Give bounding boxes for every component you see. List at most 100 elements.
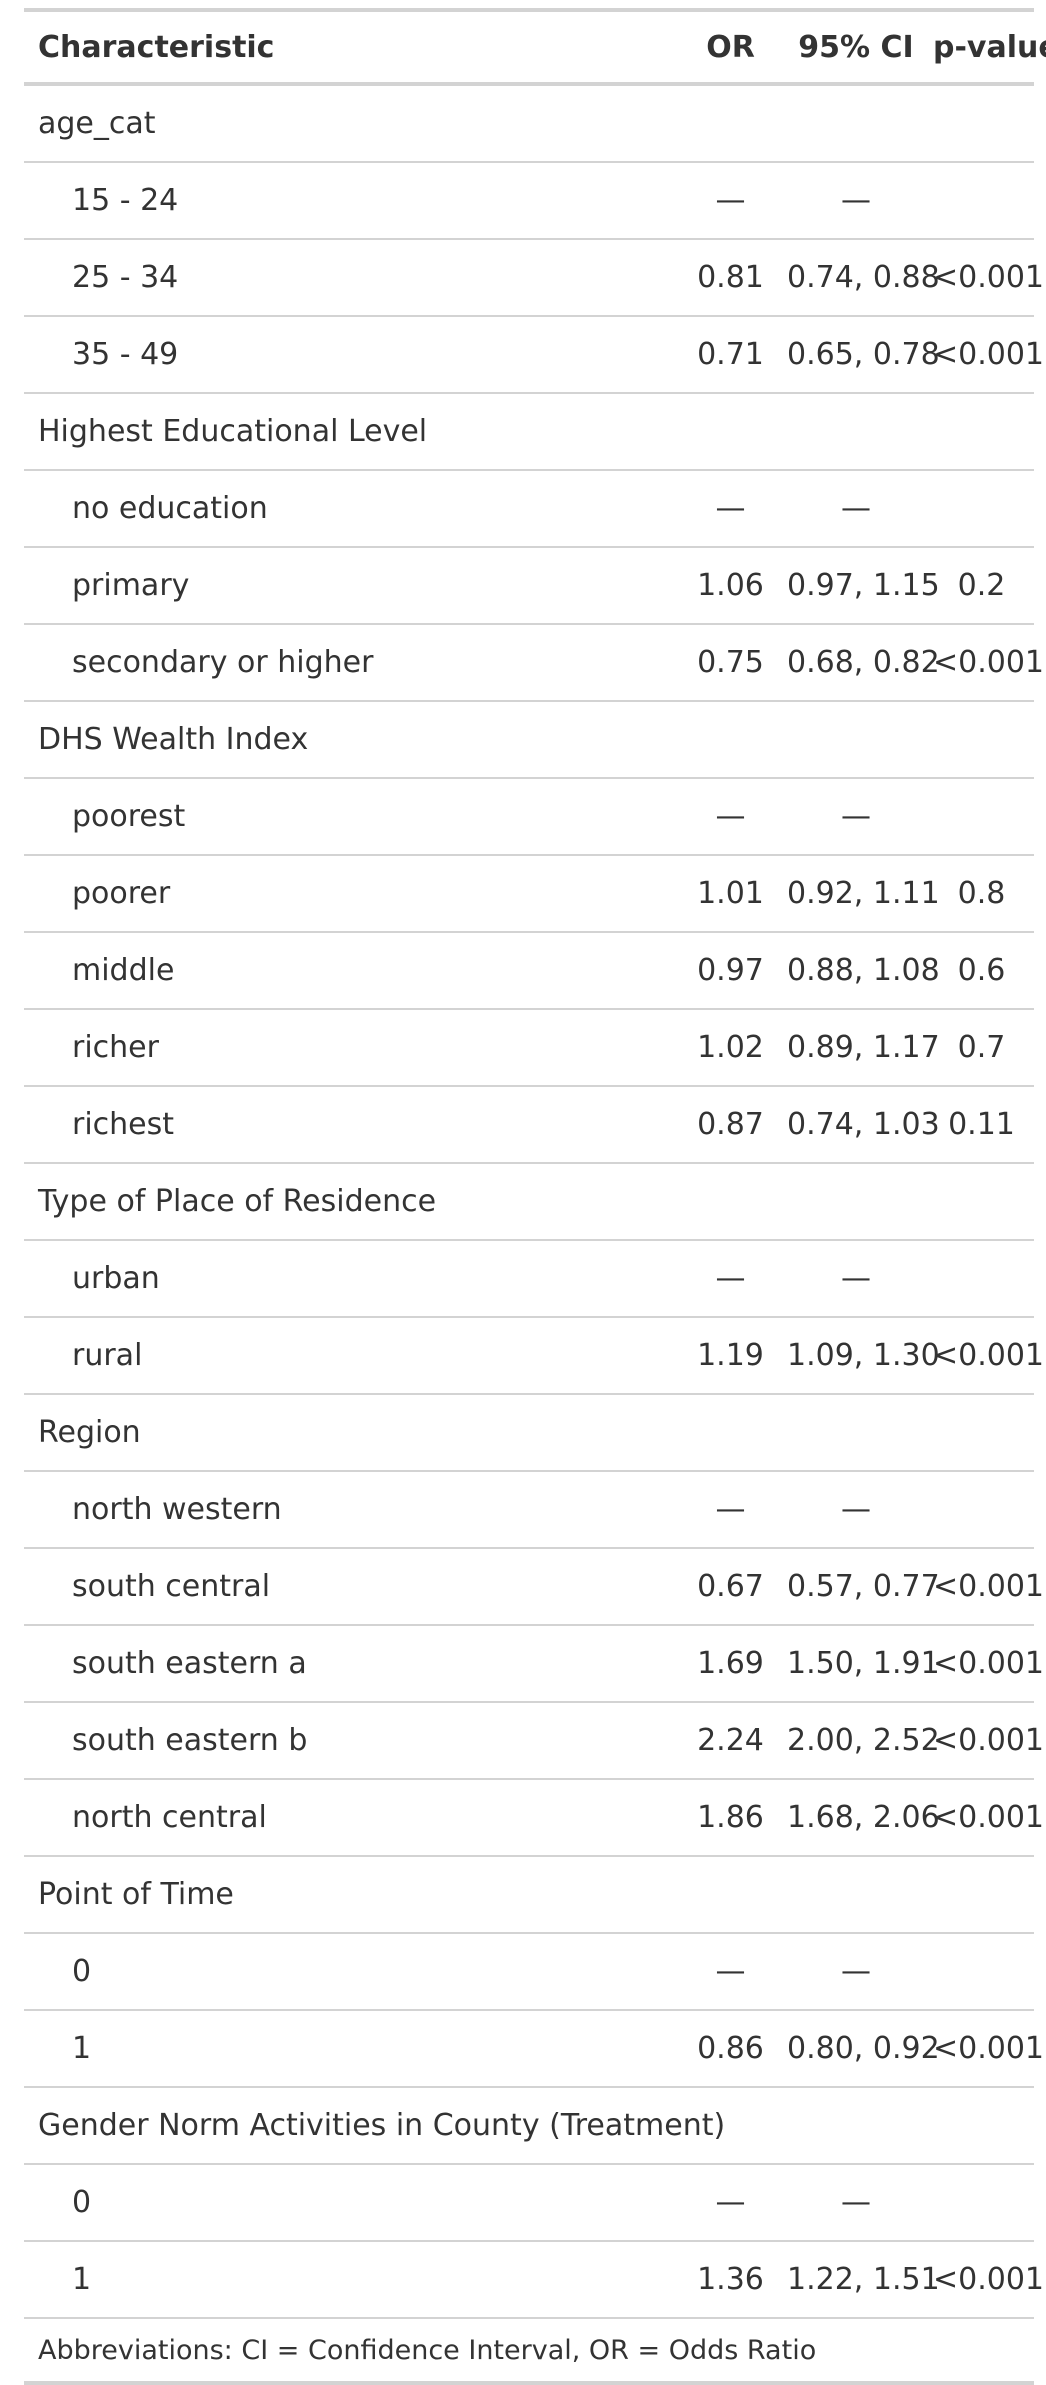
- row-p-value: [929, 1471, 1034, 1549]
- table-row: poorer 1.01 0.92, 1.11 0.8: [24, 855, 1034, 933]
- row-ci: 1.50, 1.91: [783, 1625, 940, 1703]
- row-or: 1.69: [678, 1625, 783, 1703]
- row-or: —: [678, 1240, 783, 1318]
- row-or: —: [678, 778, 783, 856]
- row-p-value: [929, 162, 1034, 240]
- row-label: Gender Norm Activities in County (Treatm…: [24, 2087, 725, 2165]
- table-row: primary 1.06 0.97, 1.15 0.2: [24, 547, 1034, 625]
- row-ci: [783, 2087, 929, 2165]
- table-row: urban — —: [24, 1240, 1034, 1318]
- table-header: Characteristic OR 95% CI p-value: [24, 10, 1046, 86]
- row-p-value: 0.7: [929, 1009, 1034, 1087]
- row-or: [678, 2087, 783, 2165]
- row-ci: —: [783, 778, 929, 856]
- row-or: 0.87: [678, 1086, 783, 1164]
- regression-table: Characteristic OR 95% CI p-value age_cat…: [24, 8, 1046, 2385]
- row-or: —: [678, 2164, 783, 2242]
- table-row: richer 1.02 0.89, 1.17 0.7: [24, 1009, 1034, 1087]
- row-label: 1: [24, 2241, 678, 2319]
- group-header-row: DHS Wealth Index: [24, 701, 1034, 779]
- row-ci: [783, 1163, 929, 1241]
- group-header-row: Gender Norm Activities in County (Treatm…: [24, 2087, 1034, 2165]
- row-label: 25 - 34: [24, 239, 678, 317]
- row-or: 0.97: [678, 932, 783, 1010]
- row-p-value: [929, 84, 1034, 163]
- row-or: 0.71: [678, 316, 783, 394]
- group-header-row: Highest Educational Level: [24, 393, 1034, 471]
- row-or: 1.86: [678, 1779, 783, 1857]
- table-row: richest 0.87 0.74, 1.03 0.11: [24, 1086, 1034, 1164]
- row-or: [678, 84, 783, 163]
- row-label: richer: [24, 1009, 678, 1087]
- row-p-value: [929, 470, 1034, 548]
- table-row: south eastern b 2.24 2.00, 2.52 <0.001: [24, 1702, 1044, 1780]
- row-or: 1.02: [678, 1009, 783, 1087]
- header-or: OR: [678, 10, 783, 86]
- row-ci: —: [783, 1471, 929, 1549]
- row-or: 1.19: [678, 1317, 783, 1395]
- row-ci: 1.22, 1.51: [783, 2241, 940, 2319]
- table-row: north central 1.86 1.68, 2.06 <0.001: [24, 1779, 1044, 1857]
- row-ci: [783, 84, 929, 163]
- row-or: [678, 1163, 783, 1241]
- row-or: [678, 701, 783, 779]
- row-p-value: [929, 701, 1034, 779]
- row-ci: 0.88, 1.08: [783, 932, 940, 1010]
- table-row: south eastern a 1.69 1.50, 1.91 <0.001: [24, 1625, 1044, 1703]
- group-header-row: Region: [24, 1394, 1034, 1472]
- row-p-value: 0.6: [929, 932, 1034, 1010]
- row-label: Region: [24, 1394, 678, 1472]
- row-label: 1: [24, 2010, 678, 2088]
- table-row: south central 0.67 0.57, 0.77 <0.001: [24, 1548, 1044, 1626]
- row-p-value: <0.001: [929, 2010, 1044, 2088]
- row-or: 0.81: [678, 239, 783, 317]
- row-or: 1.36: [678, 2241, 783, 2319]
- row-ci: 0.97, 1.15: [783, 547, 940, 625]
- table-row: 1 0.86 0.80, 0.92 <0.001: [24, 2010, 1044, 2088]
- row-ci: [783, 1394, 929, 1472]
- group-header-row: age_cat: [24, 84, 1034, 163]
- row-label: south central: [24, 1548, 678, 1626]
- table-row: north western — —: [24, 1471, 1034, 1549]
- row-or: —: [678, 1471, 783, 1549]
- row-p-value: [929, 393, 1034, 471]
- row-p-value: [929, 2087, 1034, 2165]
- row-ci: 0.92, 1.11: [783, 855, 940, 933]
- row-ci: —: [783, 1240, 929, 1318]
- footnote-row: Abbreviations: CI = Confidence Interval,…: [24, 2318, 1034, 2383]
- row-label: poorer: [24, 855, 678, 933]
- table-row: 0— —: [24, 2164, 1034, 2242]
- row-or: 2.24: [678, 1702, 783, 1780]
- table-row: no education — —: [24, 470, 1034, 548]
- row-p-value: 0.8: [929, 855, 1034, 933]
- header-characteristic: Characteristic: [24, 10, 678, 86]
- row-p-value: [929, 1394, 1034, 1472]
- row-label: middle: [24, 932, 678, 1010]
- table-row: rural 1.19 1.09, 1.30 <0.001: [24, 1317, 1044, 1395]
- row-ci: —: [783, 2164, 929, 2242]
- row-p-value: <0.001: [929, 624, 1044, 702]
- row-ci: 1.68, 2.06: [783, 1779, 940, 1857]
- row-p-value: [929, 2164, 1034, 2242]
- header-p-value: p-value: [929, 10, 1046, 86]
- row-ci: 0.89, 1.17: [783, 1009, 940, 1087]
- table-row: 25 - 34 0.81 0.74, 0.88 <0.001: [24, 239, 1044, 317]
- table-row: 1 1.36 1.22, 1.51 <0.001: [24, 2241, 1044, 2319]
- row-or: 0.75: [678, 624, 783, 702]
- table-row: middle 0.97 0.88, 1.08 0.6: [24, 932, 1034, 1010]
- row-ci: 2.00, 2.52: [783, 1702, 940, 1780]
- row-ci: 0.57, 0.77: [783, 1548, 940, 1626]
- row-label: 35 - 49: [24, 316, 678, 394]
- row-p-value: [929, 778, 1034, 856]
- row-ci: [783, 701, 929, 779]
- row-ci: 1.09, 1.30: [783, 1317, 940, 1395]
- row-or: [678, 1394, 783, 1472]
- row-p-value: 0.11: [929, 1086, 1034, 1164]
- row-ci: —: [783, 162, 929, 240]
- group-header-row: Type of Place of Residence: [24, 1163, 1034, 1241]
- row-label: no education: [24, 470, 678, 548]
- table-row: 15 - 24— —: [24, 162, 1034, 240]
- row-label: rural: [24, 1317, 678, 1395]
- row-label: urban: [24, 1240, 678, 1318]
- row-p-value: <0.001: [929, 1702, 1044, 1780]
